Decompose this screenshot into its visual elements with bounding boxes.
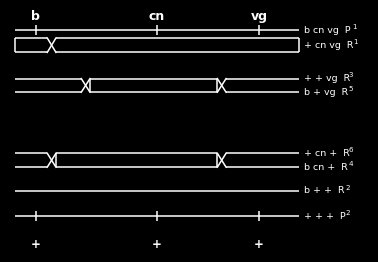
Text: 4: 4 [349, 161, 353, 167]
Text: cn: cn [149, 10, 165, 24]
Text: b: b [31, 10, 40, 24]
Text: b cn vg  P: b cn vg P [304, 26, 351, 35]
Text: 2: 2 [346, 210, 350, 216]
Text: + cn vg  R: + cn vg R [304, 41, 354, 50]
Text: 1: 1 [352, 24, 357, 30]
Text: vg: vg [251, 10, 267, 24]
Text: 5: 5 [349, 86, 353, 92]
Text: b + vg  R: b + vg R [304, 88, 349, 97]
Text: + + vg  R: + + vg R [304, 74, 350, 83]
Text: 3: 3 [349, 73, 353, 78]
Text: 1: 1 [353, 39, 358, 45]
Text: + cn +  R: + cn + R [304, 149, 350, 158]
Text: 2: 2 [346, 185, 350, 190]
Text: + + +  P: + + + P [304, 212, 346, 221]
Text: 6: 6 [349, 147, 353, 153]
Text: b + +  R: b + + R [304, 186, 345, 195]
Text: b cn +  R: b cn + R [304, 163, 348, 172]
Text: +: + [31, 238, 41, 252]
Text: +: + [152, 238, 162, 252]
Text: +: + [254, 238, 264, 252]
